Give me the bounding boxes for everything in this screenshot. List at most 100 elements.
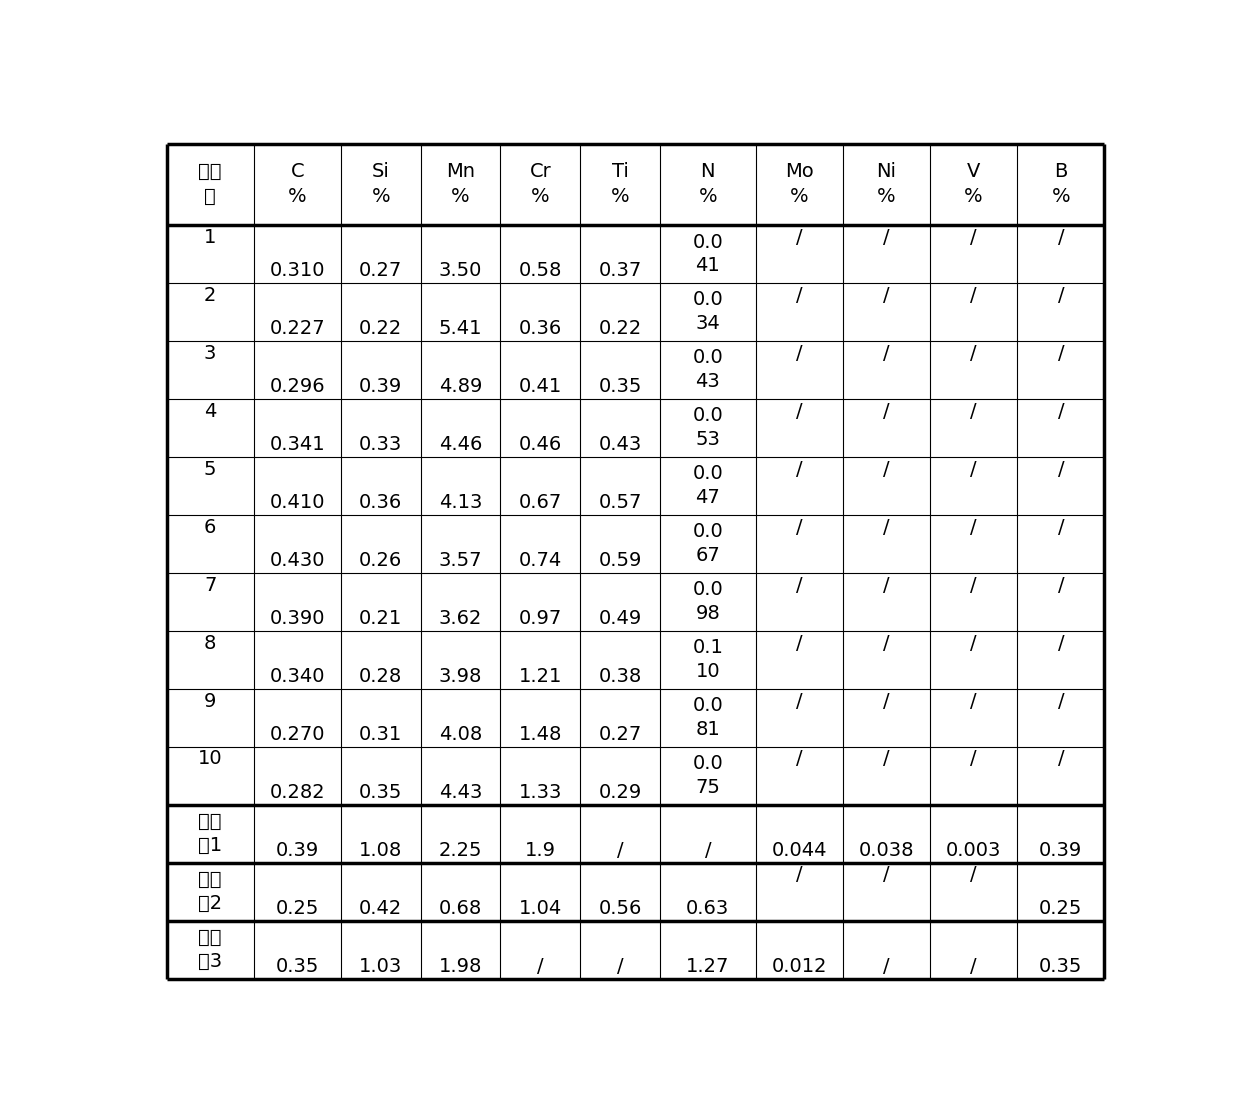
Text: Ti
%: Ti % [611,162,630,207]
Text: 0.038: 0.038 [859,841,914,860]
Text: 0.25: 0.25 [1039,899,1083,918]
Text: /: / [1058,401,1064,421]
Text: 0.38: 0.38 [599,667,642,685]
Text: 0.31: 0.31 [360,724,403,743]
Text: 0.0
98: 0.0 98 [692,580,723,623]
Text: 2.25: 2.25 [439,841,482,860]
Text: /: / [1058,633,1064,652]
Text: 0.27: 0.27 [599,724,642,743]
Text: /: / [883,460,890,479]
Text: V
%: V % [965,162,983,207]
Text: /: / [883,750,890,769]
Text: 对比
例1: 对比 例1 [198,812,222,854]
Text: /: / [1058,343,1064,362]
Text: 9: 9 [203,691,216,711]
Text: 0.39: 0.39 [360,377,403,396]
Text: 0.35: 0.35 [360,782,403,802]
Text: 0.59: 0.59 [599,551,642,570]
Text: /: / [971,957,977,975]
Text: 0.390: 0.390 [269,609,325,628]
Text: 0.42: 0.42 [360,899,403,918]
Text: /: / [796,286,802,304]
Text: /: / [971,343,977,362]
Text: 0.310: 0.310 [269,261,325,280]
Text: 3: 3 [203,343,216,362]
Text: 0.044: 0.044 [771,841,827,860]
Text: /: / [971,865,977,884]
Text: /: / [796,228,802,247]
Text: 8: 8 [203,633,216,652]
Text: /: / [883,691,890,711]
Text: /: / [796,518,802,537]
Text: /: / [883,633,890,652]
Text: 0.39: 0.39 [1039,841,1083,860]
Text: 2: 2 [203,286,216,304]
Text: /: / [1058,750,1064,769]
Text: 0.58: 0.58 [518,261,562,280]
Text: 1.98: 1.98 [439,957,482,975]
Text: /: / [971,575,977,594]
Text: 0.0
81: 0.0 81 [692,697,723,739]
Text: 1.03: 1.03 [360,957,403,975]
Text: 0.41: 0.41 [518,377,562,396]
Text: 0.21: 0.21 [360,609,403,628]
Text: 0.0
47: 0.0 47 [692,464,723,507]
Text: 1.9: 1.9 [525,841,556,860]
Text: 3.57: 3.57 [439,551,482,570]
Text: /: / [971,401,977,421]
Text: 0.282: 0.282 [269,782,325,802]
Text: 0.0
67: 0.0 67 [692,522,723,564]
Text: /: / [883,957,890,975]
Text: /: / [883,575,890,594]
Text: /: / [537,957,543,975]
Text: /: / [1058,575,1064,594]
Text: 1.48: 1.48 [518,724,562,743]
Text: 3.62: 3.62 [439,609,482,628]
Text: N
%: N % [698,162,717,207]
Text: /: / [1058,228,1064,247]
Text: Mn
%: Mn % [446,162,475,207]
Text: 0.74: 0.74 [518,551,562,570]
Text: /: / [1058,286,1064,304]
Text: /: / [796,575,802,594]
Text: 0.68: 0.68 [439,899,482,918]
Text: 0.33: 0.33 [360,434,403,453]
Text: 4.89: 4.89 [439,377,482,396]
Text: /: / [1058,460,1064,479]
Text: /: / [704,841,711,860]
Text: 4.08: 4.08 [439,724,482,743]
Text: 0.340: 0.340 [269,667,325,685]
Text: /: / [883,518,890,537]
Text: 0.341: 0.341 [269,434,325,453]
Text: /: / [971,286,977,304]
Text: 0.46: 0.46 [518,434,562,453]
Text: 0.36: 0.36 [518,319,562,338]
Text: 1: 1 [203,228,216,247]
Text: /: / [616,957,624,975]
Text: Mo
%: Mo % [785,162,813,207]
Text: 7: 7 [203,575,216,594]
Text: 0.0
53: 0.0 53 [692,407,723,449]
Text: 0.0
34: 0.0 34 [692,290,723,333]
Text: 0.430: 0.430 [269,551,325,570]
Text: 实施
例: 实施 例 [198,162,222,207]
Text: /: / [796,750,802,769]
Text: /: / [796,460,802,479]
Text: 0.0
41: 0.0 41 [692,232,723,276]
Text: 0.25: 0.25 [275,899,319,918]
Text: 0.49: 0.49 [599,609,642,628]
Text: 3.98: 3.98 [439,667,482,685]
Text: 0.35: 0.35 [599,377,642,396]
Text: /: / [796,633,802,652]
Text: 1.21: 1.21 [518,667,562,685]
Text: /: / [883,401,890,421]
Text: 0.227: 0.227 [269,319,325,338]
Text: 1.08: 1.08 [360,841,403,860]
Text: /: / [1058,691,1064,711]
Text: 4.46: 4.46 [439,434,482,453]
Text: 5.41: 5.41 [439,319,482,338]
Text: 0.35: 0.35 [275,957,319,975]
Text: /: / [971,691,977,711]
Text: Ni
%: Ni % [877,162,897,207]
Text: 4: 4 [203,401,216,421]
